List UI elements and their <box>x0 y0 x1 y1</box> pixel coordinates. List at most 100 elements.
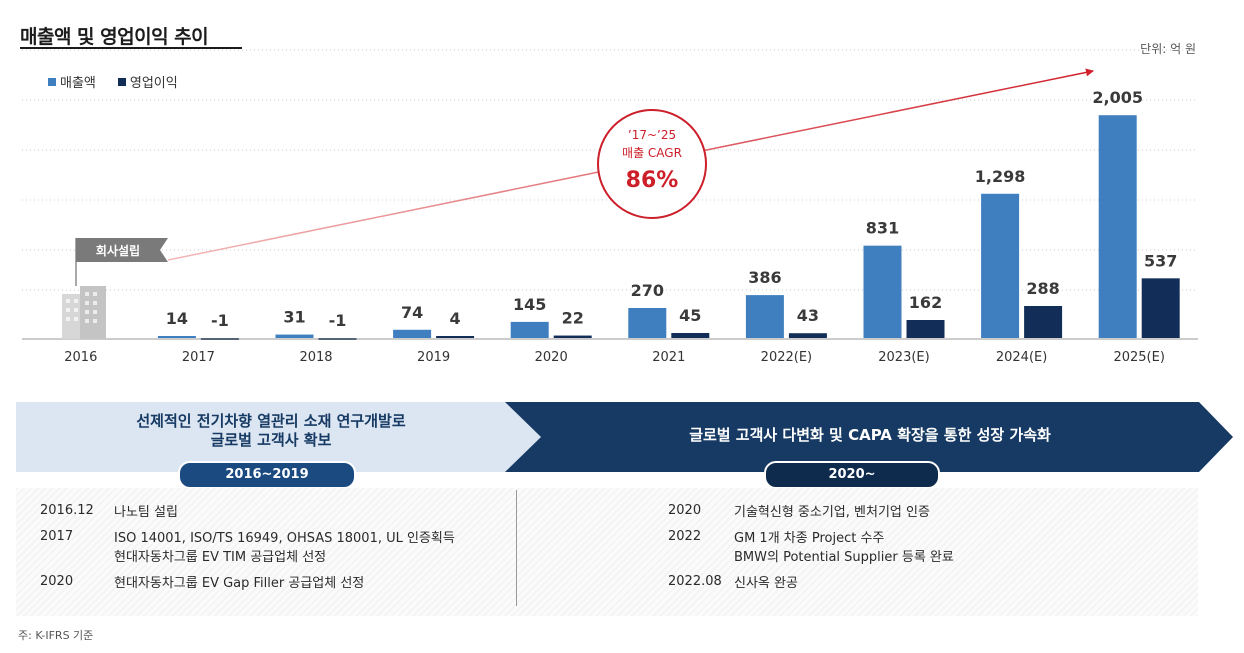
data-label-revenue: 270 <box>631 281 664 300</box>
bar-operating-profit <box>671 333 710 338</box>
timeline-line: 기술혁신형 중소기업, 벤처기업 인증 <box>734 505 930 520</box>
phase-text-left-line1: 선제적인 전기차향 열관리 소재 연구개발로 <box>136 412 406 430</box>
cagr-value: 86% <box>626 168 679 193</box>
period-pill-right: 2020~ <box>764 461 940 489</box>
x-tick-label: 2024(E) <box>996 350 1047 365</box>
data-label-operating-profit: 537 <box>1144 251 1177 270</box>
timeline-text: ISO 14001, ISO/TS 16949, OHSAS 18001, UL… <box>114 529 455 567</box>
data-label-revenue: 1,298 <box>975 167 1026 186</box>
timeline-text: 현대자동차그룹 EV Gap Filler 공급업체 선정 <box>114 574 364 593</box>
data-label-revenue: 14 <box>166 309 188 328</box>
data-label-operating-profit: 45 <box>679 306 701 325</box>
timeline-divider <box>516 490 517 606</box>
x-tick-label: 2021 <box>652 350 685 365</box>
timeline-text: 나노팀 설립 <box>114 503 178 522</box>
bar-operating-profit <box>553 335 592 338</box>
phase-banner-left <box>16 402 542 472</box>
data-label-operating-profit: 43 <box>797 306 819 325</box>
timeline-year: 2022 <box>668 529 702 544</box>
x-tick-label: 2023(E) <box>878 350 929 365</box>
timeline-text: 신사옥 완공 <box>734 574 798 593</box>
timeline-line: 신사옥 완공 <box>734 576 798 591</box>
timeline-entry: 2022 GM 1개 차종 Project 수주 BMW의 Potential Su… <box>668 529 954 567</box>
data-label-operating-profit: -1 <box>329 311 347 330</box>
x-tick-label: 2022(E) <box>761 350 812 365</box>
data-label-revenue: 2,005 <box>1092 88 1143 107</box>
timeline-left-column: 2016.12 나노팀 설립 2017 ISO 14001, ISO/TS 16949… <box>40 503 455 600</box>
founding-label: 회사설립 <box>96 243 140 258</box>
timeline-panel <box>16 488 1198 616</box>
bar-chart: 14 -1 31 -1 74 4 145 22 270 45 386 43 831 162 1,298 288… <box>22 49 1198 365</box>
bars <box>157 115 1180 340</box>
x-tick-label: 2018 <box>299 350 332 365</box>
x-tick-label: 2019 <box>417 350 450 365</box>
cagr-badge: ’17~’25 매출 CAGR 86% <box>597 109 707 219</box>
bar-operating-profit <box>788 333 827 338</box>
data-label-operating-profit: 4 <box>450 309 461 328</box>
legend-item-operating-profit: 영업이익 <box>117 72 178 91</box>
x-tick-label: 2020 <box>535 350 568 365</box>
timeline-year: 2016.12 <box>40 503 94 518</box>
data-label-revenue: 74 <box>401 303 423 322</box>
bar-revenue <box>275 334 314 338</box>
phase-text-left: 선제적인 전기차향 열관리 소재 연구개발로 글로벌 고객사 확보 <box>16 412 526 450</box>
timeline-year: 2020 <box>40 574 74 589</box>
timeline-year: 2020 <box>668 503 702 518</box>
legend: 매출액 영업이익 <box>48 72 178 91</box>
timeline-line: 현대자동차그룹 EV Gap Filler 공급업체 선정 <box>114 576 365 591</box>
data-labels: 14 -1 31 -1 74 4 145 22 270 45 386 43 831 162 1,298 288… <box>166 88 1178 330</box>
bar-revenue <box>510 321 549 338</box>
timeline-entry: 2017 ISO 14001, ISO/TS 16949, OHSAS 18001… <box>40 529 455 567</box>
bar-operating-profit <box>906 320 945 338</box>
timeline-entry: 2020 현대자동차그룹 EV Gap Filler 공급업체 선정 <box>40 574 455 593</box>
timeline-entry: 2020 기술혁신형 중소기업, 벤처기업 인증 <box>668 503 954 522</box>
legend-swatch-revenue <box>48 77 56 86</box>
phase-text-left-line2: 글로벌 고객사 확보 <box>210 431 332 449</box>
legend-label-operating-profit: 영업이익 <box>129 76 178 91</box>
building-icon <box>62 286 106 339</box>
bar-revenue <box>628 308 667 338</box>
timeline-line: ISO 14001, ISO/TS 16949, OHSAS 18001, UL… <box>114 531 455 546</box>
chart-title: 매출액 및 영업이익 추이 <box>20 26 209 48</box>
timeline-line: 나노팀 설립 <box>114 505 178 520</box>
data-label-revenue: 145 <box>513 295 546 314</box>
title-underline <box>20 47 242 49</box>
timeline-text: GM 1개 차종 Project 수주 BMW의 Potential Suppli… <box>734 529 954 567</box>
data-label-operating-profit: 22 <box>562 309 584 328</box>
timeline-right-column: 2020 기술혁신형 중소기업, 벤처기업 인증 2022 GM 1개 차종 Proj… <box>668 503 954 600</box>
timeline-year: 2022.08 <box>668 574 722 589</box>
timeline-line: GM 1개 차종 Project 수주 <box>734 531 885 546</box>
x-tick-label: 2016 <box>64 350 97 365</box>
bar-revenue <box>157 336 196 338</box>
timeline-line: BMW의 Potential Supplier 등록 완료 <box>734 550 954 565</box>
data-label-revenue: 831 <box>866 219 899 238</box>
timeline-year: 2017 <box>40 529 74 544</box>
bar-operating-profit <box>1141 278 1180 338</box>
period-pill-left: 2016~2019 <box>178 461 356 489</box>
timeline-entry: 2022.08 신사옥 완공 <box>668 574 954 593</box>
x-tick-label: 2025(E) <box>1113 350 1164 365</box>
bar-operating-profit <box>436 336 475 338</box>
timeline-entry: 2016.12 나노팀 설립 <box>40 503 455 522</box>
phase-banner-right <box>505 402 1233 472</box>
phase-text-right: 글로벌 고객사 다변화 및 CAPA 확장을 통한 성장 가속화 <box>689 426 1051 444</box>
legend-swatch-operating-profit <box>117 77 126 86</box>
bar-revenue <box>393 329 432 338</box>
legend-label-revenue: 매출액 <box>60 76 96 91</box>
bar-revenue <box>1098 115 1137 338</box>
x-axis-ticks: 2016 2017 2018 2019 2020 2021 2022(E) 2023(E) 20… <box>64 350 1165 365</box>
bar-revenue <box>981 193 1020 338</box>
data-label-revenue: 31 <box>283 308 305 327</box>
data-label-operating-profit: 288 <box>1026 279 1059 298</box>
founding-flag: 회사설립 <box>75 238 168 286</box>
bar-operating-profit <box>1024 306 1063 338</box>
legend-item-revenue: 매출액 <box>48 72 96 91</box>
timeline-text: 기술혁신형 중소기업, 벤처기업 인증 <box>734 503 930 522</box>
unit-label: 단위: 억 원 <box>1140 42 1196 56</box>
bar-revenue <box>745 295 784 338</box>
data-label-revenue: 386 <box>748 268 781 287</box>
data-label-operating-profit: -1 <box>211 311 229 330</box>
data-label-operating-profit: 162 <box>909 293 942 312</box>
footnote: 주: K-IFRS 기준 <box>18 629 94 642</box>
cagr-label: 매출 CAGR <box>622 146 682 160</box>
